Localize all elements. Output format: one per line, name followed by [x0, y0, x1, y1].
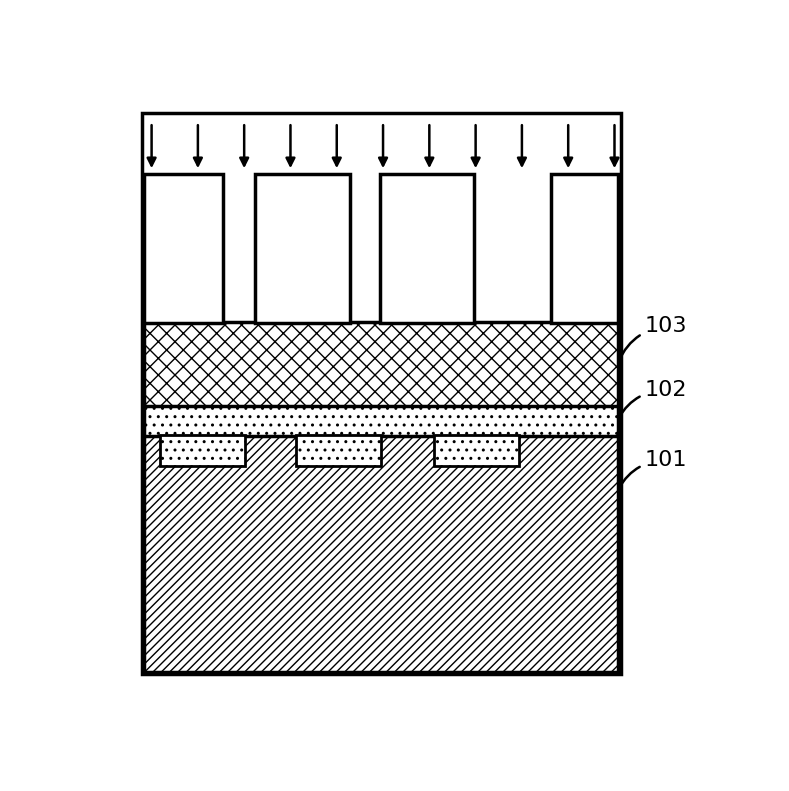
Text: 103: 103 [619, 316, 687, 361]
Bar [296, 435, 381, 467]
Bar [380, 174, 474, 324]
Bar [551, 174, 618, 324]
Text: 102: 102 [619, 380, 687, 418]
Bar [144, 435, 618, 672]
Bar [143, 113, 621, 673]
Bar [434, 435, 519, 467]
Bar [255, 174, 350, 324]
Bar [144, 322, 618, 406]
Bar [144, 404, 618, 436]
Bar [144, 174, 222, 324]
Text: 101: 101 [619, 450, 687, 488]
Bar [159, 435, 245, 467]
